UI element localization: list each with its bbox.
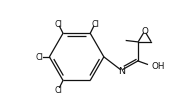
- Text: O: O: [141, 27, 148, 36]
- Text: Cl: Cl: [36, 53, 44, 62]
- Text: OH: OH: [151, 61, 165, 70]
- Text: N: N: [118, 66, 125, 75]
- Text: Cl: Cl: [91, 20, 99, 29]
- Text: Cl: Cl: [54, 20, 62, 29]
- Text: Cl: Cl: [54, 86, 62, 95]
